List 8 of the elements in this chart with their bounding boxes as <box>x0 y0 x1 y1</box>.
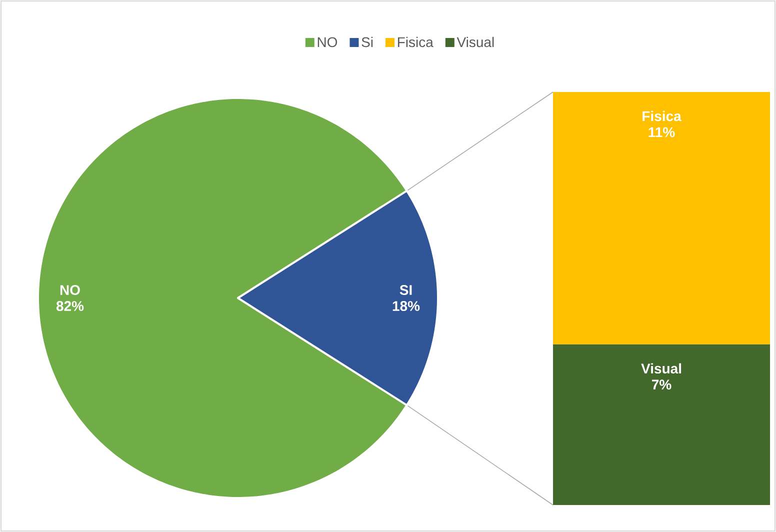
data-label: Visual 7% <box>641 363 682 390</box>
data-label: NO 82% <box>56 285 84 311</box>
data-label: SI 18% <box>392 285 420 311</box>
legend-label: NO <box>318 37 338 48</box>
legend-label: Si <box>362 36 373 48</box>
legend-label: Visual <box>456 36 494 48</box>
data-label: Fisica 11% <box>642 110 682 138</box>
legend-label: Fisica <box>398 36 434 48</box>
